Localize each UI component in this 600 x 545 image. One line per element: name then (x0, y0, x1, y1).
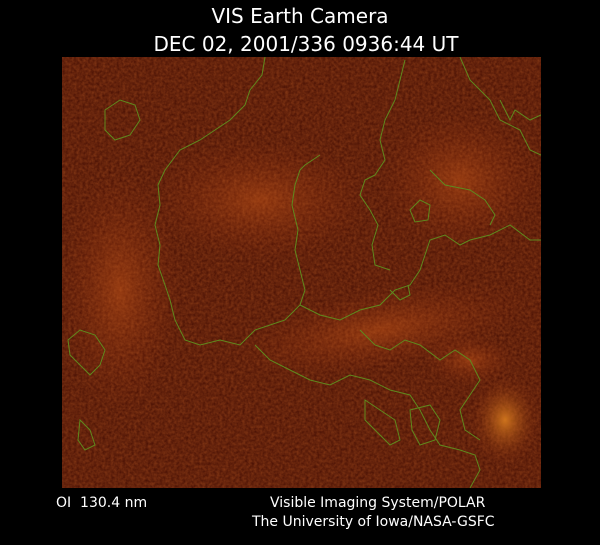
filter-label: OI 130.4 nm (56, 495, 147, 511)
camera-image (62, 57, 541, 488)
timestamp: DEC 02, 2001/336 0936:44 UT (154, 32, 460, 56)
instrument-label: Visible Imaging System/POLAR (270, 495, 486, 511)
institution-label: The University of Iowa/NASA-GSFC (251, 514, 495, 530)
coastlines (67, 57, 541, 488)
title: VIS Earth Camera (211, 4, 388, 28)
